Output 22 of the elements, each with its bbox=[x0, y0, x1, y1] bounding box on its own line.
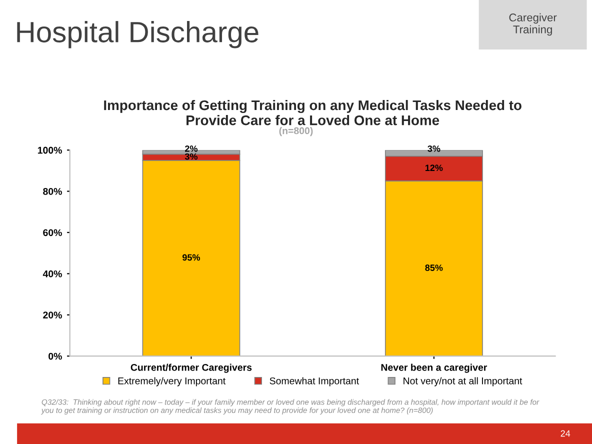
y-tick-label: 20% bbox=[43, 312, 62, 319]
text: 24 bbox=[560, 430, 570, 437]
legend-label: Somewhat Important bbox=[270, 377, 359, 386]
y-tick-label: 80% bbox=[43, 188, 62, 195]
y-tick-label: 40% bbox=[42, 270, 62, 278]
text: 12% bbox=[425, 164, 443, 172]
chart-title: Importance of Getting Training on any Medical Tasks Needed to Provide Care for a Loved One at Home bbox=[104, 100, 522, 126]
text: 85% bbox=[425, 264, 443, 271]
x-tick-label: Current/former Caregivers bbox=[130, 364, 252, 373]
y-tick-label: 0% bbox=[48, 352, 62, 360]
y-tick-label: 100% bbox=[38, 146, 62, 154]
legend-label: Not very/not at all Important bbox=[404, 377, 522, 386]
text: 95% bbox=[182, 254, 200, 261]
legend-label: Extremely/very Important bbox=[118, 377, 226, 386]
chart-subtitle: (n=800) bbox=[279, 127, 313, 136]
text: 2% bbox=[185, 145, 198, 152]
text: Hospital Discharge bbox=[17, 21, 258, 48]
text: 3% bbox=[428, 145, 440, 152]
text: Caregiver Training bbox=[509, 13, 557, 36]
text: 3% bbox=[184, 153, 198, 160]
x-tick-label: Never been a caregiver bbox=[381, 364, 488, 373]
y-tick-label: 60% bbox=[43, 229, 62, 236]
